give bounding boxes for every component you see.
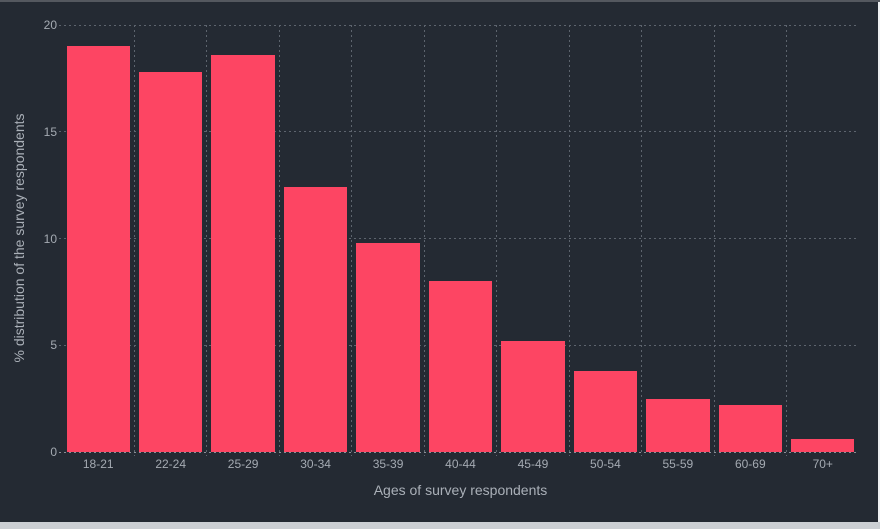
y-tick-label: 15 xyxy=(43,124,57,139)
gridline-vertical xyxy=(568,25,570,456)
gridline-horizontal xyxy=(59,131,859,133)
plot-area xyxy=(59,24,859,456)
x-tick-label: 40-44 xyxy=(445,457,476,471)
bar xyxy=(356,242,420,452)
x-tick-label: 30-34 xyxy=(300,457,331,471)
gridline-vertical xyxy=(713,25,715,456)
x-tick-label: 50-54 xyxy=(590,457,621,471)
gridline-vertical xyxy=(278,25,280,456)
right-edge-line xyxy=(878,2,880,522)
x-tick-label: 45-49 xyxy=(517,457,549,471)
gridline-vertical xyxy=(351,25,353,456)
x-tick-label: 18-21 xyxy=(82,457,114,471)
bar xyxy=(646,398,710,452)
x-tick-label: 55-59 xyxy=(662,457,694,471)
gridline-vertical xyxy=(641,25,643,456)
x-tick-label: 60-69 xyxy=(734,457,766,471)
bar xyxy=(573,370,638,452)
gridline-horizontal xyxy=(59,238,859,239)
bar xyxy=(138,71,203,452)
bar xyxy=(791,439,855,452)
y-tick-label: 10 xyxy=(43,231,57,246)
x-tick-label: 70+ xyxy=(812,457,833,471)
x-axis-title: Ages of survey respondents xyxy=(373,482,548,498)
x-tick-label: 35-39 xyxy=(372,457,404,471)
bar xyxy=(283,187,348,452)
x-axis-baseline xyxy=(59,451,859,453)
y-tick-label: 20 xyxy=(43,18,57,32)
bar xyxy=(718,405,783,452)
gridline-horizontal xyxy=(59,24,859,26)
y-tick-label: 5 xyxy=(50,338,57,353)
bar xyxy=(211,54,275,452)
bar xyxy=(428,281,493,452)
y-tick-label: 0 xyxy=(50,445,57,459)
bar xyxy=(501,340,565,452)
gridline-vertical xyxy=(133,25,135,456)
gridline-vertical xyxy=(496,25,498,456)
x-tick-label: 22-24 xyxy=(155,457,187,471)
bottom-scrollbar-track[interactable] xyxy=(0,522,880,529)
top-border-line xyxy=(0,0,880,2)
x-tick-label: 25-29 xyxy=(227,457,259,471)
gridline-vertical xyxy=(206,25,208,456)
gridline-vertical xyxy=(786,25,788,456)
bar xyxy=(66,46,130,452)
gridline-vertical xyxy=(423,25,425,456)
